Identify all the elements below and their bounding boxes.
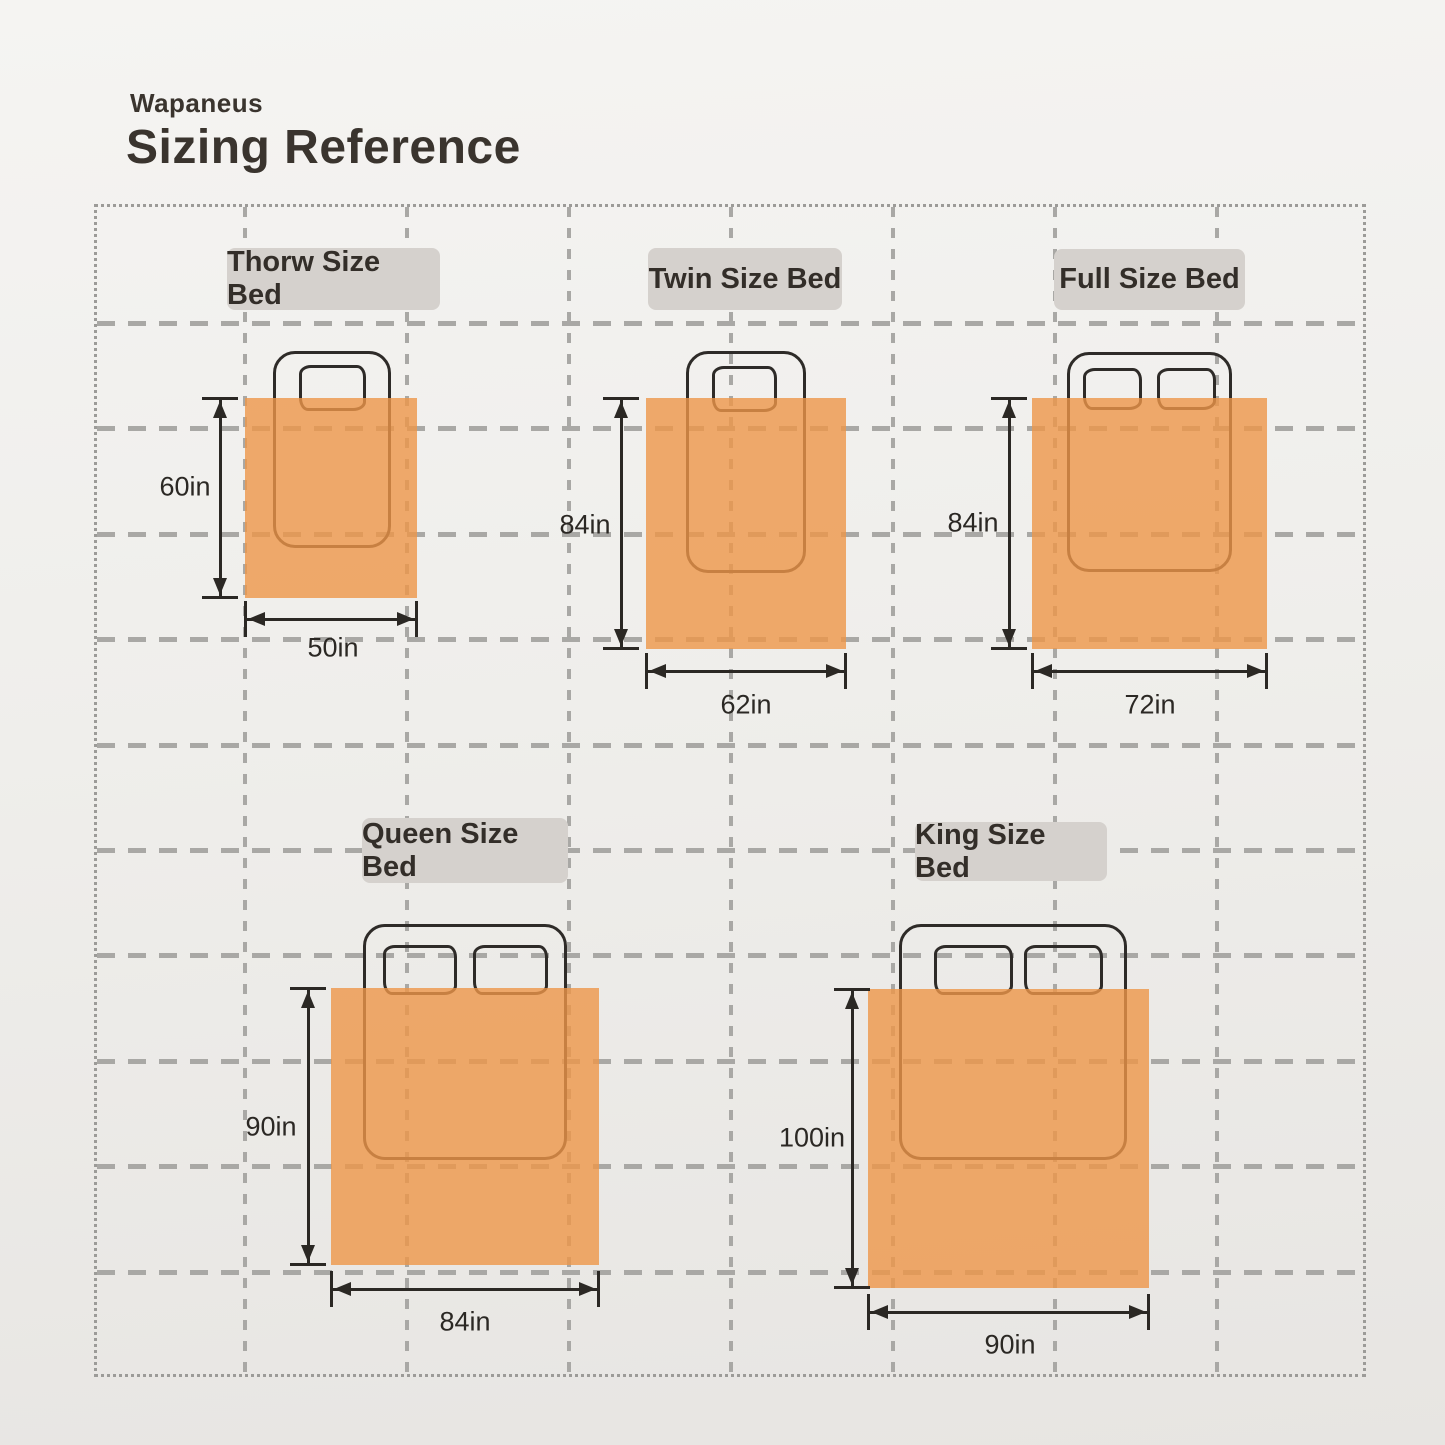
height-dimension-throw — [202, 397, 238, 599]
arrow-left-icon — [1035, 664, 1052, 678]
arrow-left-icon — [649, 664, 666, 678]
dim-tick — [202, 397, 238, 400]
height-dimension-twin — [603, 397, 639, 650]
arrow-left-icon — [871, 1305, 888, 1319]
width-value-queen: 84in — [439, 1306, 491, 1337]
dim-tick — [415, 601, 418, 637]
dim-tick — [867, 1294, 870, 1330]
height-dimension-queen — [290, 987, 326, 1266]
arrow-right-icon — [397, 612, 414, 626]
grid-line-horizontal — [97, 1059, 1363, 1064]
dim-tick — [991, 397, 1027, 400]
arrow-left-icon — [248, 612, 265, 626]
dim-tick — [330, 1271, 333, 1307]
arrow-down-icon — [845, 1268, 859, 1285]
width-dimension-throw — [244, 601, 418, 637]
dim-tick — [645, 653, 648, 689]
dim-tick — [603, 647, 639, 650]
width-dimension-king — [867, 1294, 1150, 1330]
grid-line-vertical — [891, 207, 895, 1374]
dim-line — [306, 990, 310, 1263]
grid-line-horizontal — [97, 1270, 1363, 1275]
dim-tick — [1265, 653, 1268, 689]
dim-tick — [834, 988, 870, 991]
dim-line — [247, 617, 415, 621]
height-value-full: 84in — [947, 507, 999, 538]
width-dimension-twin — [645, 653, 847, 689]
blanket-area-twin — [646, 398, 846, 649]
grid-line-horizontal — [97, 321, 1363, 326]
dim-line — [1034, 669, 1265, 673]
grid-line-vertical — [1053, 207, 1057, 1374]
bed-size-label-twin: Twin Size Bed — [648, 248, 842, 310]
dim-tick — [603, 397, 639, 400]
dim-tick — [991, 647, 1027, 650]
grid-line-horizontal — [97, 953, 1363, 958]
arrow-right-icon — [579, 1282, 596, 1296]
dim-line — [619, 400, 623, 647]
grid-line-vertical — [1215, 207, 1219, 1374]
pillow-king-right — [1024, 945, 1103, 995]
blanket-area-full — [1032, 398, 1267, 649]
width-value-throw: 50in — [307, 632, 359, 663]
grid-line-horizontal — [97, 1164, 1363, 1169]
arrow-up-icon — [213, 401, 227, 418]
arrow-up-icon — [845, 992, 859, 1009]
arrow-down-icon — [301, 1245, 315, 1262]
arrow-up-icon — [301, 991, 315, 1008]
arrow-up-icon — [1002, 401, 1016, 418]
width-value-twin: 62in — [720, 689, 772, 720]
grid-line-vertical — [405, 207, 409, 1374]
dim-tick — [202, 596, 238, 599]
arrow-right-icon — [1129, 1305, 1146, 1319]
width-dimension-queen — [330, 1271, 600, 1307]
dim-line — [1007, 400, 1011, 647]
arrow-down-icon — [614, 629, 628, 646]
dim-line — [218, 400, 222, 596]
dim-tick — [244, 601, 247, 637]
width-value-king: 90in — [984, 1329, 1036, 1360]
blanket-area-king — [868, 989, 1149, 1288]
width-value-full: 72in — [1124, 689, 1176, 720]
pillow-king-left — [934, 945, 1013, 995]
grid-line-horizontal — [97, 848, 1363, 853]
arrow-down-icon — [213, 578, 227, 595]
dim-line — [850, 991, 854, 1286]
grid-line-vertical — [729, 207, 733, 1374]
height-value-king: 100in — [778, 1122, 846, 1153]
blanket-area-throw — [245, 398, 417, 598]
dim-tick — [290, 1263, 326, 1266]
grid-line-vertical — [243, 207, 247, 1374]
grid-line-vertical — [567, 207, 571, 1374]
bed-size-label-king: King Size Bed — [915, 819, 1107, 884]
grid-line-horizontal — [97, 743, 1363, 748]
dim-line — [333, 1287, 597, 1291]
arrow-up-icon — [614, 401, 628, 418]
dim-tick — [597, 1271, 600, 1307]
width-dimension-full — [1031, 653, 1268, 689]
bed-size-label-queen: Queen Size Bed — [362, 818, 568, 883]
bed-size-label-full: Full Size Bed — [1054, 249, 1245, 310]
brand-name: Wapaneus — [130, 88, 264, 118]
height-dimension-king — [834, 988, 870, 1289]
arrow-left-icon — [334, 1282, 351, 1296]
height-value-throw: 60in — [159, 471, 211, 502]
arrow-right-icon — [826, 664, 843, 678]
blanket-area-queen — [331, 988, 599, 1265]
dim-tick — [290, 987, 326, 990]
dim-line — [648, 669, 844, 673]
height-dimension-full — [991, 397, 1027, 650]
dim-tick — [1031, 653, 1034, 689]
dim-tick — [1147, 1294, 1150, 1330]
height-value-queen: 90in — [245, 1111, 297, 1142]
page-title: Sizing Reference — [126, 121, 521, 174]
dim-line — [870, 1310, 1147, 1314]
arrow-down-icon — [1002, 629, 1016, 646]
dim-tick — [834, 1286, 870, 1289]
dim-tick — [844, 653, 847, 689]
height-value-twin: 84in — [559, 509, 611, 540]
arrow-right-icon — [1247, 664, 1264, 678]
bed-size-label-throw: Thorw Size Bed — [227, 246, 440, 311]
